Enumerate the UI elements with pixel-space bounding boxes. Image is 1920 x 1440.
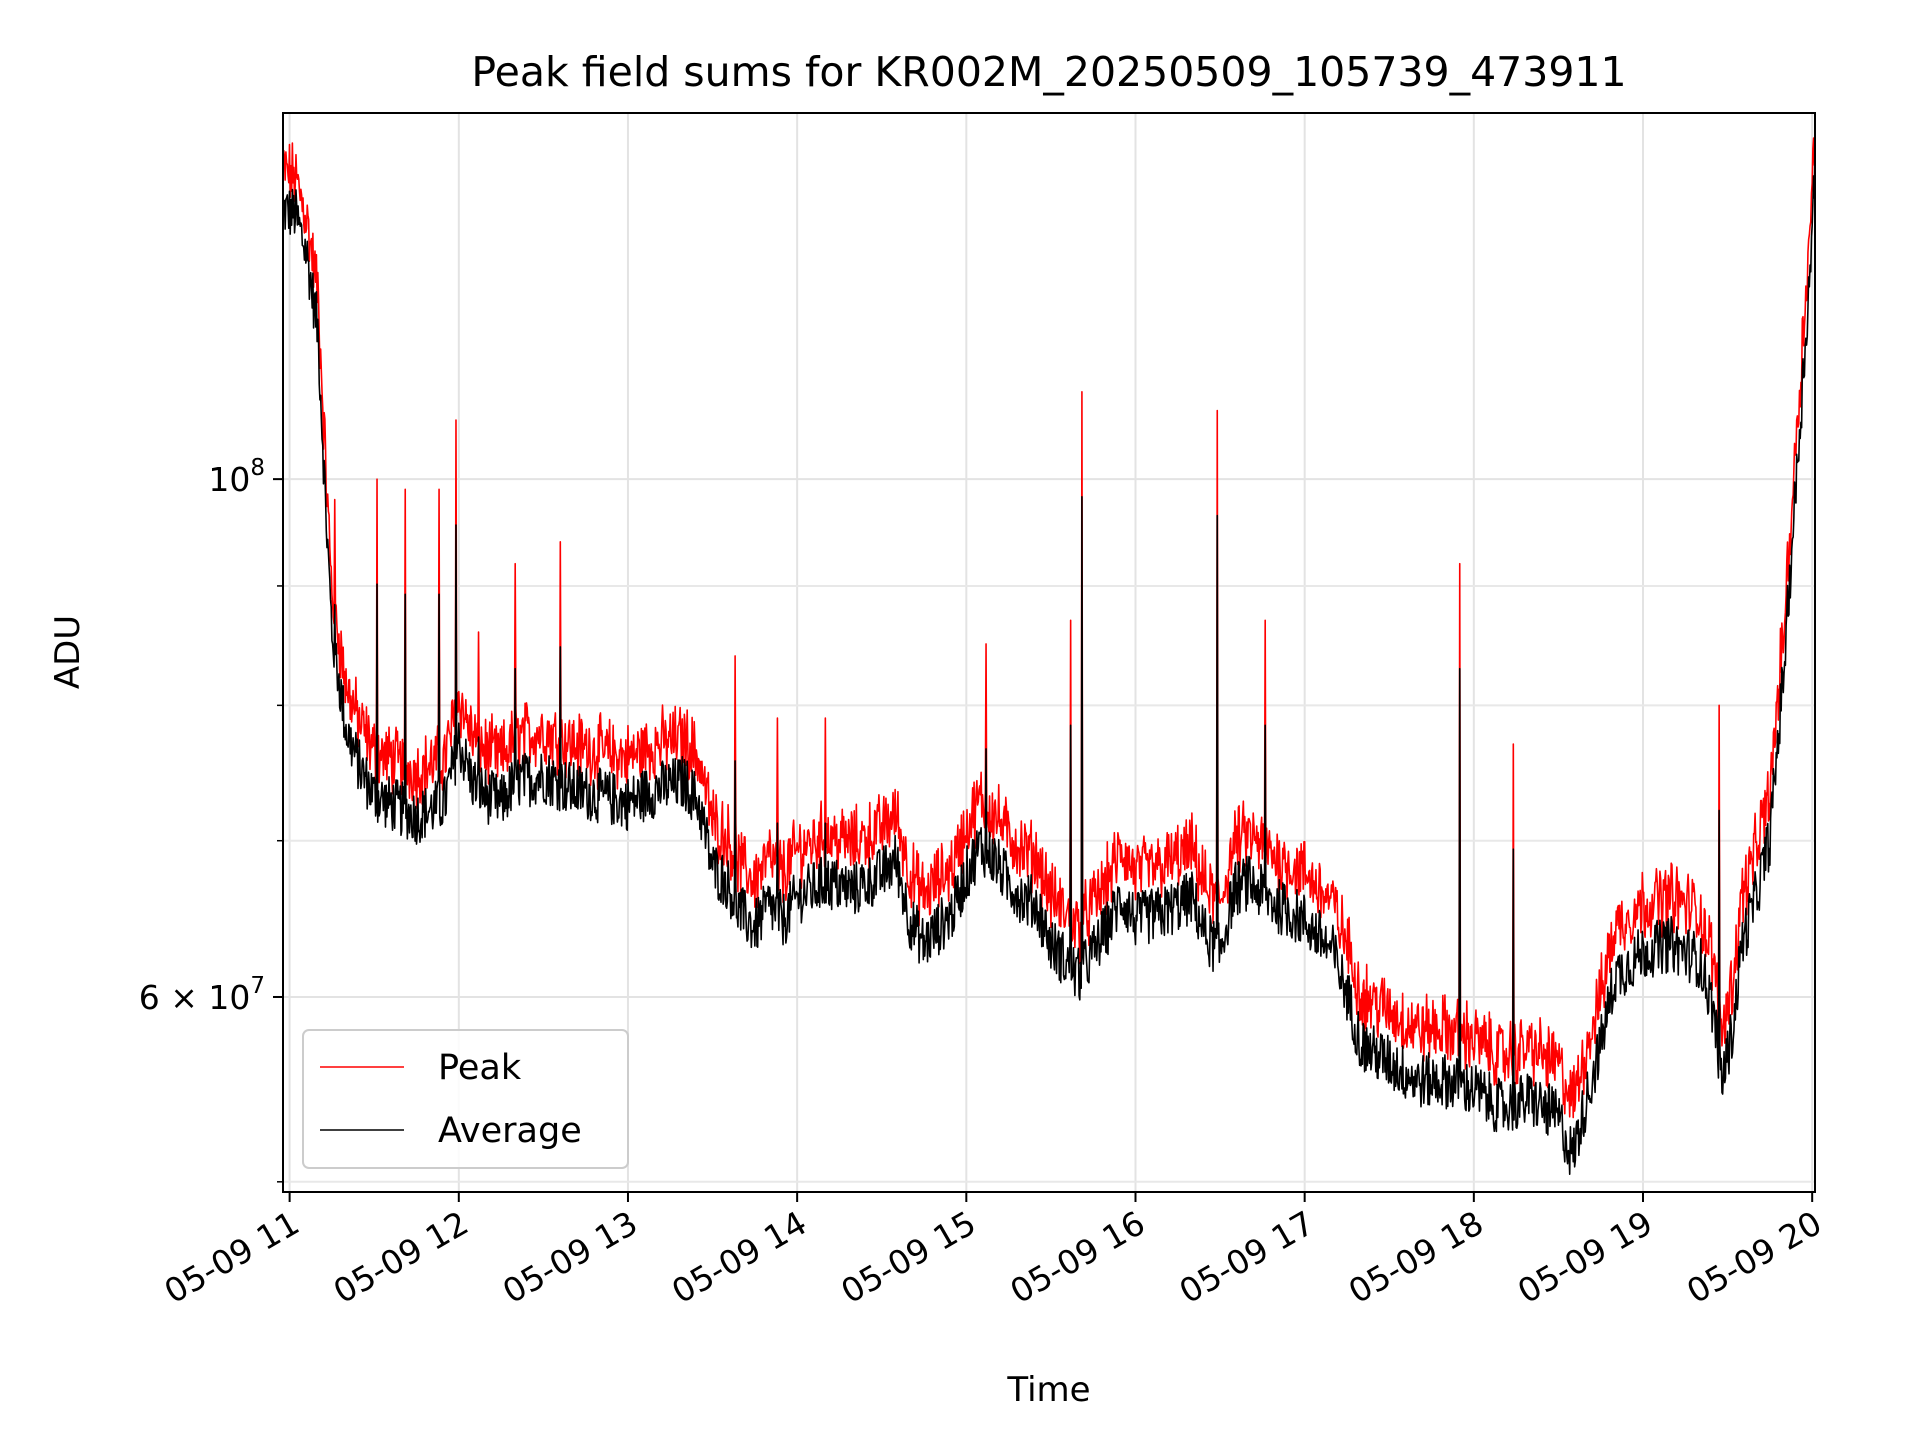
legend-label-peak: Peak — [438, 1048, 522, 1088]
y-tick-label-base: 10 — [208, 460, 250, 499]
y-tick-label-base: 6 × 10 — [139, 978, 251, 1017]
y-tick-label: 108 — [208, 455, 265, 499]
chart-title: Peak field sums for KR002M_20250509_1057… — [471, 48, 1626, 96]
x-axis-label: Time — [1006, 1370, 1090, 1410]
legend-box — [302, 1029, 629, 1169]
series-line-average — [282, 145, 1816, 1175]
legend-label-average: Average — [438, 1111, 582, 1151]
series-line-peak — [282, 123, 1816, 1119]
y-tick-label-exponent: 7 — [250, 973, 265, 999]
legend: Peak Average — [302, 1029, 629, 1169]
y-tick-label: 6 × 107 — [139, 973, 265, 1017]
series-lines — [282, 123, 1816, 1175]
grid-lines — [283, 113, 1815, 1192]
y-axis-label: ADU — [48, 615, 88, 689]
y-tick-label-exponent: 8 — [250, 455, 265, 481]
plot-area-frame — [282, 112, 1816, 1193]
